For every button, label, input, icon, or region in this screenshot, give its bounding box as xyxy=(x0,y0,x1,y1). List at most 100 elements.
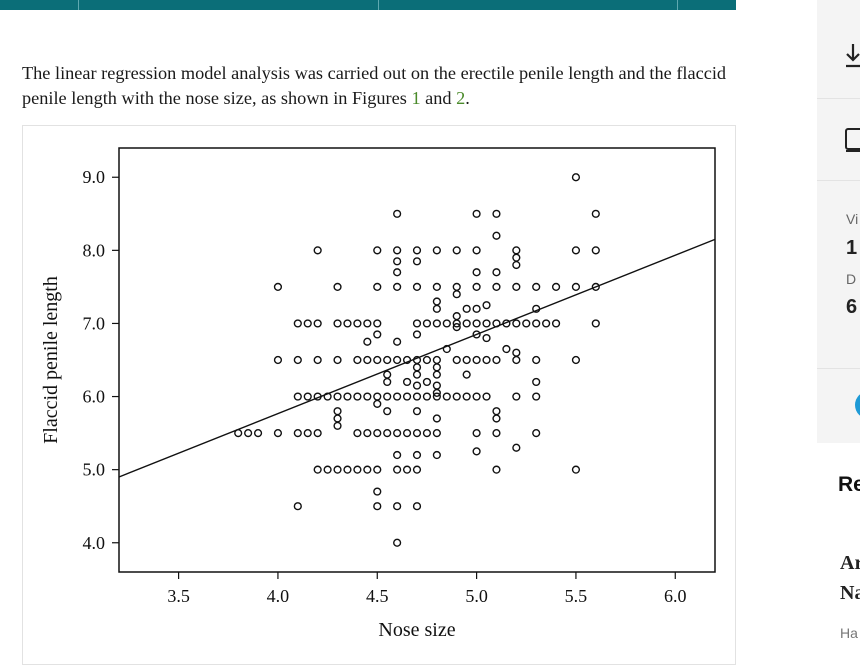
data-point xyxy=(432,246,441,255)
data-point xyxy=(412,246,422,255)
data-point xyxy=(303,392,312,401)
data-point xyxy=(472,319,481,328)
data-point xyxy=(383,370,392,379)
screen-icon[interactable] xyxy=(844,127,860,152)
x-tick-label: 4.5 xyxy=(366,586,389,606)
nav-separator xyxy=(677,0,678,10)
sidebar-divider xyxy=(817,368,860,369)
data-point xyxy=(373,355,382,365)
data-point xyxy=(402,429,412,438)
data-point xyxy=(293,502,302,511)
data-point xyxy=(412,363,422,372)
data-point xyxy=(472,330,481,339)
data-point xyxy=(472,355,481,365)
data-point xyxy=(492,414,501,423)
data-point xyxy=(412,407,422,416)
data-point xyxy=(422,429,432,438)
data-point xyxy=(353,355,362,365)
data-point xyxy=(472,429,481,438)
data-point xyxy=(343,465,352,474)
data-point xyxy=(412,450,422,460)
data-point xyxy=(373,465,382,474)
data-point xyxy=(492,231,501,240)
data-point xyxy=(273,429,283,438)
related-article-title[interactable]: Ar xyxy=(840,552,860,574)
action-circle-button[interactable] xyxy=(855,391,860,419)
download-icon[interactable] xyxy=(844,42,860,68)
y-tick-label: 5.0 xyxy=(83,460,106,480)
data-point xyxy=(452,290,461,299)
data-point xyxy=(363,392,372,401)
data-point xyxy=(402,377,412,387)
data-point xyxy=(412,502,422,511)
data-point xyxy=(482,392,491,401)
data-point xyxy=(462,319,471,328)
data-point xyxy=(432,388,441,397)
data-point xyxy=(472,447,481,456)
data-point xyxy=(551,282,561,291)
data-point xyxy=(432,414,441,423)
x-tick-label: 5.0 xyxy=(465,586,488,606)
data-point xyxy=(363,337,372,346)
data-point xyxy=(333,407,342,416)
data-point xyxy=(472,246,481,255)
data-point xyxy=(432,297,441,306)
data-point xyxy=(353,319,362,328)
figure-1-link[interactable]: 1 xyxy=(411,88,421,109)
data-point xyxy=(591,282,600,291)
data-point xyxy=(432,381,441,390)
data-point xyxy=(591,209,600,218)
data-point xyxy=(412,282,422,291)
data-point xyxy=(422,392,432,401)
data-point xyxy=(393,209,402,218)
data-point xyxy=(492,355,501,365)
downloads-label: D xyxy=(846,271,857,287)
data-point xyxy=(402,392,412,401)
data-point xyxy=(452,323,461,332)
data-point xyxy=(313,429,322,438)
data-point xyxy=(313,246,322,255)
data-point xyxy=(551,319,561,328)
data-point xyxy=(492,268,501,277)
data-point xyxy=(472,282,481,291)
data-point xyxy=(571,465,581,474)
downloads-value: 6 xyxy=(846,296,858,318)
data-point xyxy=(293,319,302,328)
figure-container[interactable]: 3.5 4.0 4.5 5.0 5.5 6.0 4.0 5.0 6.0 7.0 8.0 9.0 Nos… xyxy=(22,125,736,665)
data-point xyxy=(452,392,461,401)
data-point xyxy=(293,429,302,438)
scatter-chart: 3.5 4.0 4.5 5.0 5.5 6.0 4.0 5.0 6.0 7.0 8.0 9.0 Nos… xyxy=(40,147,716,641)
data-point xyxy=(402,355,412,365)
x-tick-label: 6.0 xyxy=(664,586,687,606)
data-point xyxy=(373,399,382,408)
data-point xyxy=(432,304,441,313)
data-point xyxy=(402,465,412,474)
data-point xyxy=(542,319,551,328)
y-tick-label: 7.0 xyxy=(83,313,106,333)
data-point xyxy=(333,421,342,430)
data-point xyxy=(333,414,342,423)
data-point xyxy=(412,319,422,328)
data-point xyxy=(492,282,501,291)
data-point xyxy=(512,253,521,262)
data-point xyxy=(432,429,441,438)
data-point xyxy=(472,304,481,313)
data-point xyxy=(373,319,382,328)
views-value: 1 xyxy=(846,237,858,259)
data-point xyxy=(363,355,372,365)
data-point xyxy=(383,407,392,416)
figure-2-link[interactable]: 2 xyxy=(456,88,466,109)
data-point xyxy=(462,355,471,365)
data-point xyxy=(532,319,541,328)
sidebar-divider xyxy=(817,98,860,99)
data-point xyxy=(532,429,541,438)
data-point xyxy=(273,355,283,365)
data-point xyxy=(393,538,402,547)
paragraph-text: The linear regression model analysis was… xyxy=(22,63,727,109)
data-point xyxy=(512,260,521,270)
related-article-title[interactable]: Na xyxy=(840,582,860,604)
data-point xyxy=(393,450,402,460)
data-point xyxy=(373,392,382,401)
data-point xyxy=(452,246,461,255)
data-point xyxy=(432,363,441,372)
